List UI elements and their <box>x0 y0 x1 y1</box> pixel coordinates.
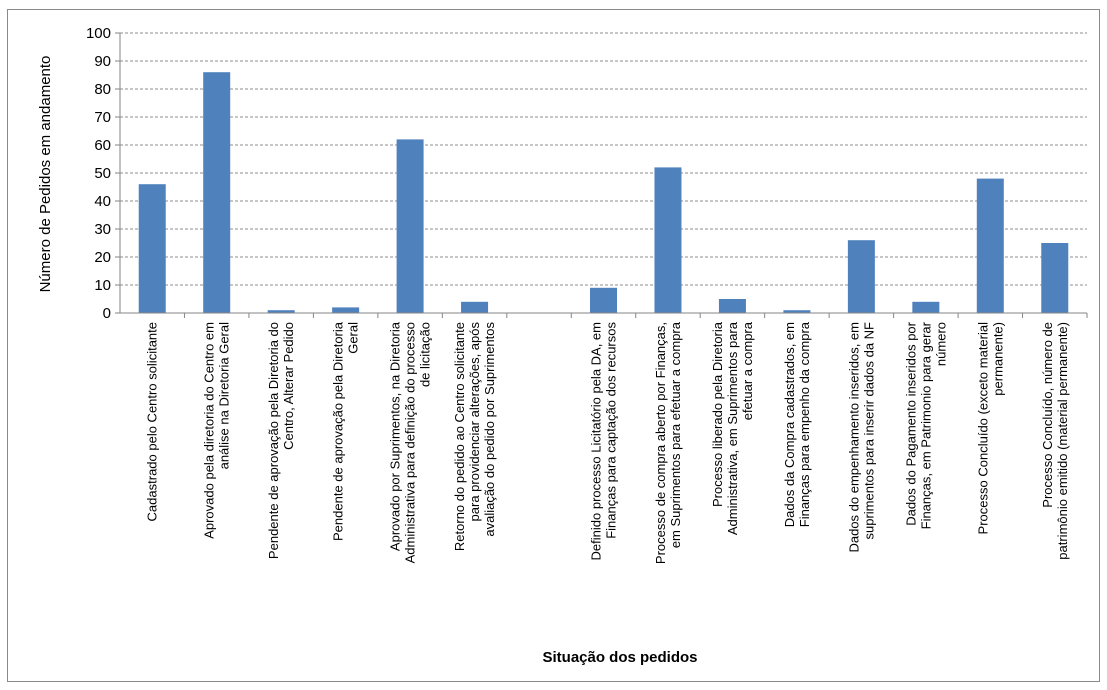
category-label-line: Finanças, em Patrimonio para gerar <box>918 321 933 529</box>
y-tick-label: 80 <box>94 81 111 98</box>
y-tick-label: 30 <box>94 221 111 238</box>
bar <box>718 299 746 313</box>
category-label-line: permanente) <box>990 322 1005 396</box>
y-tick-label: 40 <box>94 193 111 210</box>
category-label: Pendente de aprovação pela Diretoria do C… <box>266 322 296 559</box>
bar <box>976 178 1004 313</box>
gridlines <box>115 32 1087 314</box>
bar <box>203 72 231 313</box>
category-label-line: Administrativa para definição do process… <box>403 322 418 563</box>
category-label: Definido processo Licitatório pela DA, e… <box>589 322 619 561</box>
category-label: Processo Concluído (exceto material perma… <box>975 322 1005 535</box>
y-tick-label: 70 <box>94 109 111 126</box>
y-tick-label: 20 <box>94 249 111 266</box>
category-label: Processo Concluído, número de patrimônio … <box>1040 322 1070 560</box>
y-tick-label: 100 <box>86 25 111 42</box>
category-label: Aprovado por Suprimentos, na Diretoria Ad… <box>388 321 433 563</box>
category-label-line: Finanças para captação dos recursos <box>604 322 619 539</box>
category-label: Processo liberado pela Diretoria Administ… <box>710 321 755 535</box>
category-label-line: Cadastrado pelo Centro solicitante <box>145 322 160 521</box>
category-label-line: Processo Concluído, número de <box>1040 322 1055 508</box>
bar <box>654 167 682 313</box>
x-tick-labels: Cadastrado pelo Centro solicitante Aprova… <box>145 321 1070 564</box>
category-label-line: Dados da Compra cadastrados, em <box>782 322 797 527</box>
category-label: Pendente de aprovação pela Diretoria Gera… <box>331 321 361 541</box>
bar <box>267 310 295 313</box>
category-label-line: Administrativa, em Suprimentos para <box>725 321 740 535</box>
bar <box>912 301 940 313</box>
bar <box>847 240 875 313</box>
category-label-line: Finanças para empenho da compra <box>797 321 812 527</box>
category-label: Dados do empenhamento inseridos, em supri… <box>846 322 876 553</box>
category-label-line: análise na Diretoria Geral <box>217 322 232 470</box>
category-label-line: Dados do Pagamento inseridos por <box>903 321 918 525</box>
category-label: Cadastrado pelo Centro solicitante <box>145 322 160 521</box>
y-tick-label: 10 <box>94 277 111 294</box>
category-label-line: efetuar a compra <box>740 321 755 420</box>
bar <box>461 301 489 313</box>
y-tick-label: 50 <box>94 165 111 182</box>
bar <box>783 310 811 313</box>
category-label-line: em Suprimentos para efetuar a compra <box>668 321 683 548</box>
category-label-line: Definido processo Licitatório pela DA, e… <box>589 322 604 560</box>
category-label: Dados do Pagamento inseridos por Finanças… <box>903 321 948 529</box>
category-label-line: Aprovado por Suprimentos, na Diretoria <box>388 321 403 551</box>
y-tick-label: 60 <box>94 137 111 154</box>
category-label-line: Processo Concluído (exceto material <box>975 322 990 535</box>
y-tick-labels: 0 10 20 30 40 50 60 70 80 90 100 <box>86 25 111 322</box>
category-label-line: para providenciar alterações, após <box>467 322 482 522</box>
x-axis-label: Situação dos pedidos <box>542 649 697 666</box>
category-label-line: avaliação do pedido por Suprimentos <box>482 322 497 537</box>
category-label: Aprovado pela diretoria do Centro em anál… <box>202 322 232 539</box>
chart-frame <box>7 9 1100 682</box>
y-tick-label: 0 <box>103 305 111 322</box>
category-label-line: Processo liberado pela Diretoria <box>710 321 725 507</box>
category-label: Dados da Compra cadastrados, em Finanças … <box>782 321 812 527</box>
category-label-line: número <box>933 322 948 366</box>
category-label-line: Retorno do pedido ao Centro solicitante <box>452 322 467 551</box>
bar <box>590 287 617 313</box>
category-label-line: Dados do empenhamento inseridos, em <box>846 322 861 553</box>
category-label: Retorno do pedido ao Centro solicitante p… <box>452 322 497 552</box>
category-label-line: Pendente de aprovação pela Diretoria <box>331 321 346 541</box>
category-label-line: suprimentos para inserir dados da NF <box>861 322 876 540</box>
y-axis-label: Número de Pedidos em andamento <box>37 56 54 293</box>
y-tick-label: 90 <box>94 53 111 70</box>
category-label-line: Pendente de aprovação pela Diretoria do <box>266 322 281 559</box>
category-label: Processo de compra aberto por Finanças, e… <box>653 321 683 564</box>
bars <box>138 72 1088 318</box>
category-label-line: de licitação <box>418 322 433 387</box>
bar <box>332 307 360 313</box>
bar <box>396 139 424 313</box>
category-label-line: Centro, Alterar Pedido <box>281 322 296 450</box>
category-label-line: Processo de compra aberto por Finanças, <box>653 322 668 564</box>
category-label-line: patrimônio emitido (material permanente) <box>1055 322 1070 560</box>
category-label-line: Aprovado pela diretoria do Centro em <box>202 322 217 539</box>
bar <box>138 184 166 313</box>
bar <box>1041 243 1069 313</box>
category-label-line: Geral <box>346 322 361 354</box>
